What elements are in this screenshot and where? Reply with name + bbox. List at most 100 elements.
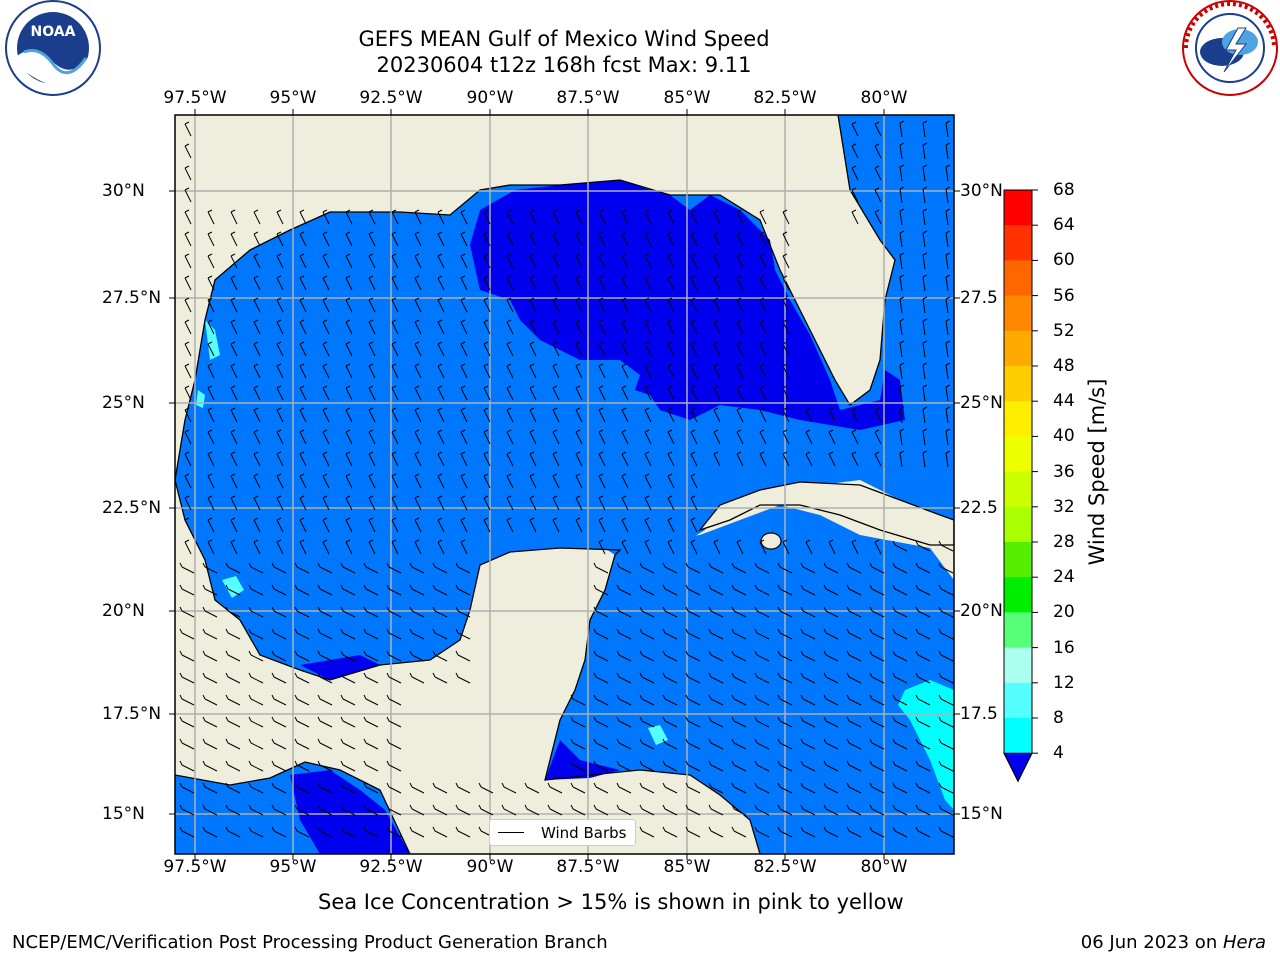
wind-barb [644,517,652,533]
wind-barb [317,694,333,706]
wind-barb [616,562,632,574]
colorbar-segment [1004,612,1032,649]
wind-barb [253,429,261,445]
wind-barb [184,121,192,137]
wind-barb [782,231,790,247]
wind-barb [230,341,238,357]
wind-barb [708,716,724,728]
wind-barb [271,804,287,816]
wind-barb [230,319,238,335]
wind-barb [248,782,264,794]
wind-barb [271,760,287,772]
wind-barb [938,584,954,596]
wind-barb [644,209,652,225]
wind-barb [345,341,353,357]
wind-barb [455,672,471,684]
wind-barb [713,297,721,313]
wind-barb [690,231,698,247]
wind-barb [621,407,629,423]
colorbar-segment [1004,295,1032,332]
wind-barb [529,209,537,225]
wind-barb [575,209,583,225]
wind-barb [851,187,859,203]
wind-barb [340,584,356,596]
wind-barb [598,429,606,445]
wind-barb [368,297,376,313]
wind-barb [777,694,793,706]
wind-barb [552,319,560,335]
lon-tick-label-top: 92.5°W [359,88,423,108]
wind-barb [179,804,195,816]
colorbar-segment [1004,506,1032,543]
wind-barb [202,694,218,706]
wind-barb [708,584,724,596]
wind-barb [731,584,747,596]
wind-barb [667,429,675,445]
wind-barb [202,606,218,618]
wind-barb [432,628,448,640]
wind-barb [524,782,540,794]
lat-tick-label-right: 20°N [960,601,1003,621]
wind-barb [414,363,422,379]
wind-barb [731,562,747,574]
wind-barb [593,562,609,574]
wind-barb [276,297,284,313]
wind-barb [598,253,606,269]
wind-barb [552,297,560,313]
wind-barb [575,275,583,291]
wind-barb [667,517,675,533]
wind-barb [593,760,609,772]
wind-barb [938,716,954,728]
wind-barb [800,562,816,574]
wind-barb [846,562,862,574]
wind-barb [437,495,445,511]
wind-barb [432,782,448,794]
wind-barb [299,319,307,335]
colorbar-segment [1004,471,1032,508]
wind-barb [593,738,609,750]
wind-barb [179,562,195,574]
colorbar-label: 4 [1053,743,1064,764]
wind-barb [409,628,425,640]
wind-barb [460,517,468,533]
wind-barb [938,694,954,706]
wind-barb [662,782,678,794]
chart-title: GEFS MEAN Gulf of Mexico Wind Speed [358,27,770,51]
colorbar-extend-arrow [1003,752,1033,783]
wind-barb [593,650,609,662]
wind-barb [248,628,264,640]
wind-barb [230,253,238,269]
wind-barb [437,363,445,379]
wind-barb [271,672,287,684]
lat-tick-label-left: 27.5°N [102,288,162,308]
wind-barb [754,628,770,640]
wind-barb [506,385,514,401]
wind-barb [662,606,678,618]
wind-barb [899,164,905,182]
wind-barb [570,782,586,794]
wind-barb [414,253,422,269]
wind-barb [621,473,629,489]
wind-barb [345,363,353,379]
wind-barb [184,517,192,533]
wind-barb [639,562,655,574]
wind-barb [736,275,744,291]
wind-barb [179,826,195,838]
wind-barb [777,672,793,684]
colorbar-label: 12 [1053,672,1075,693]
wind-barb [345,473,353,489]
wind-barb [851,143,859,159]
wind-barb [922,296,928,314]
lon-tick-label-top: 97.5°W [163,88,227,108]
lat-tick-label-right: 15°N [960,804,1003,824]
wind-barb [731,628,747,640]
wind-barb [368,319,376,335]
low-wind-region-4 [545,740,620,780]
wind-barb [184,341,192,357]
wind-barb [179,584,195,596]
wind-barb [414,473,422,489]
wind-barb [271,716,287,728]
wind-barb [432,650,448,662]
wind-barb [391,341,399,357]
wind-barb [276,341,284,357]
